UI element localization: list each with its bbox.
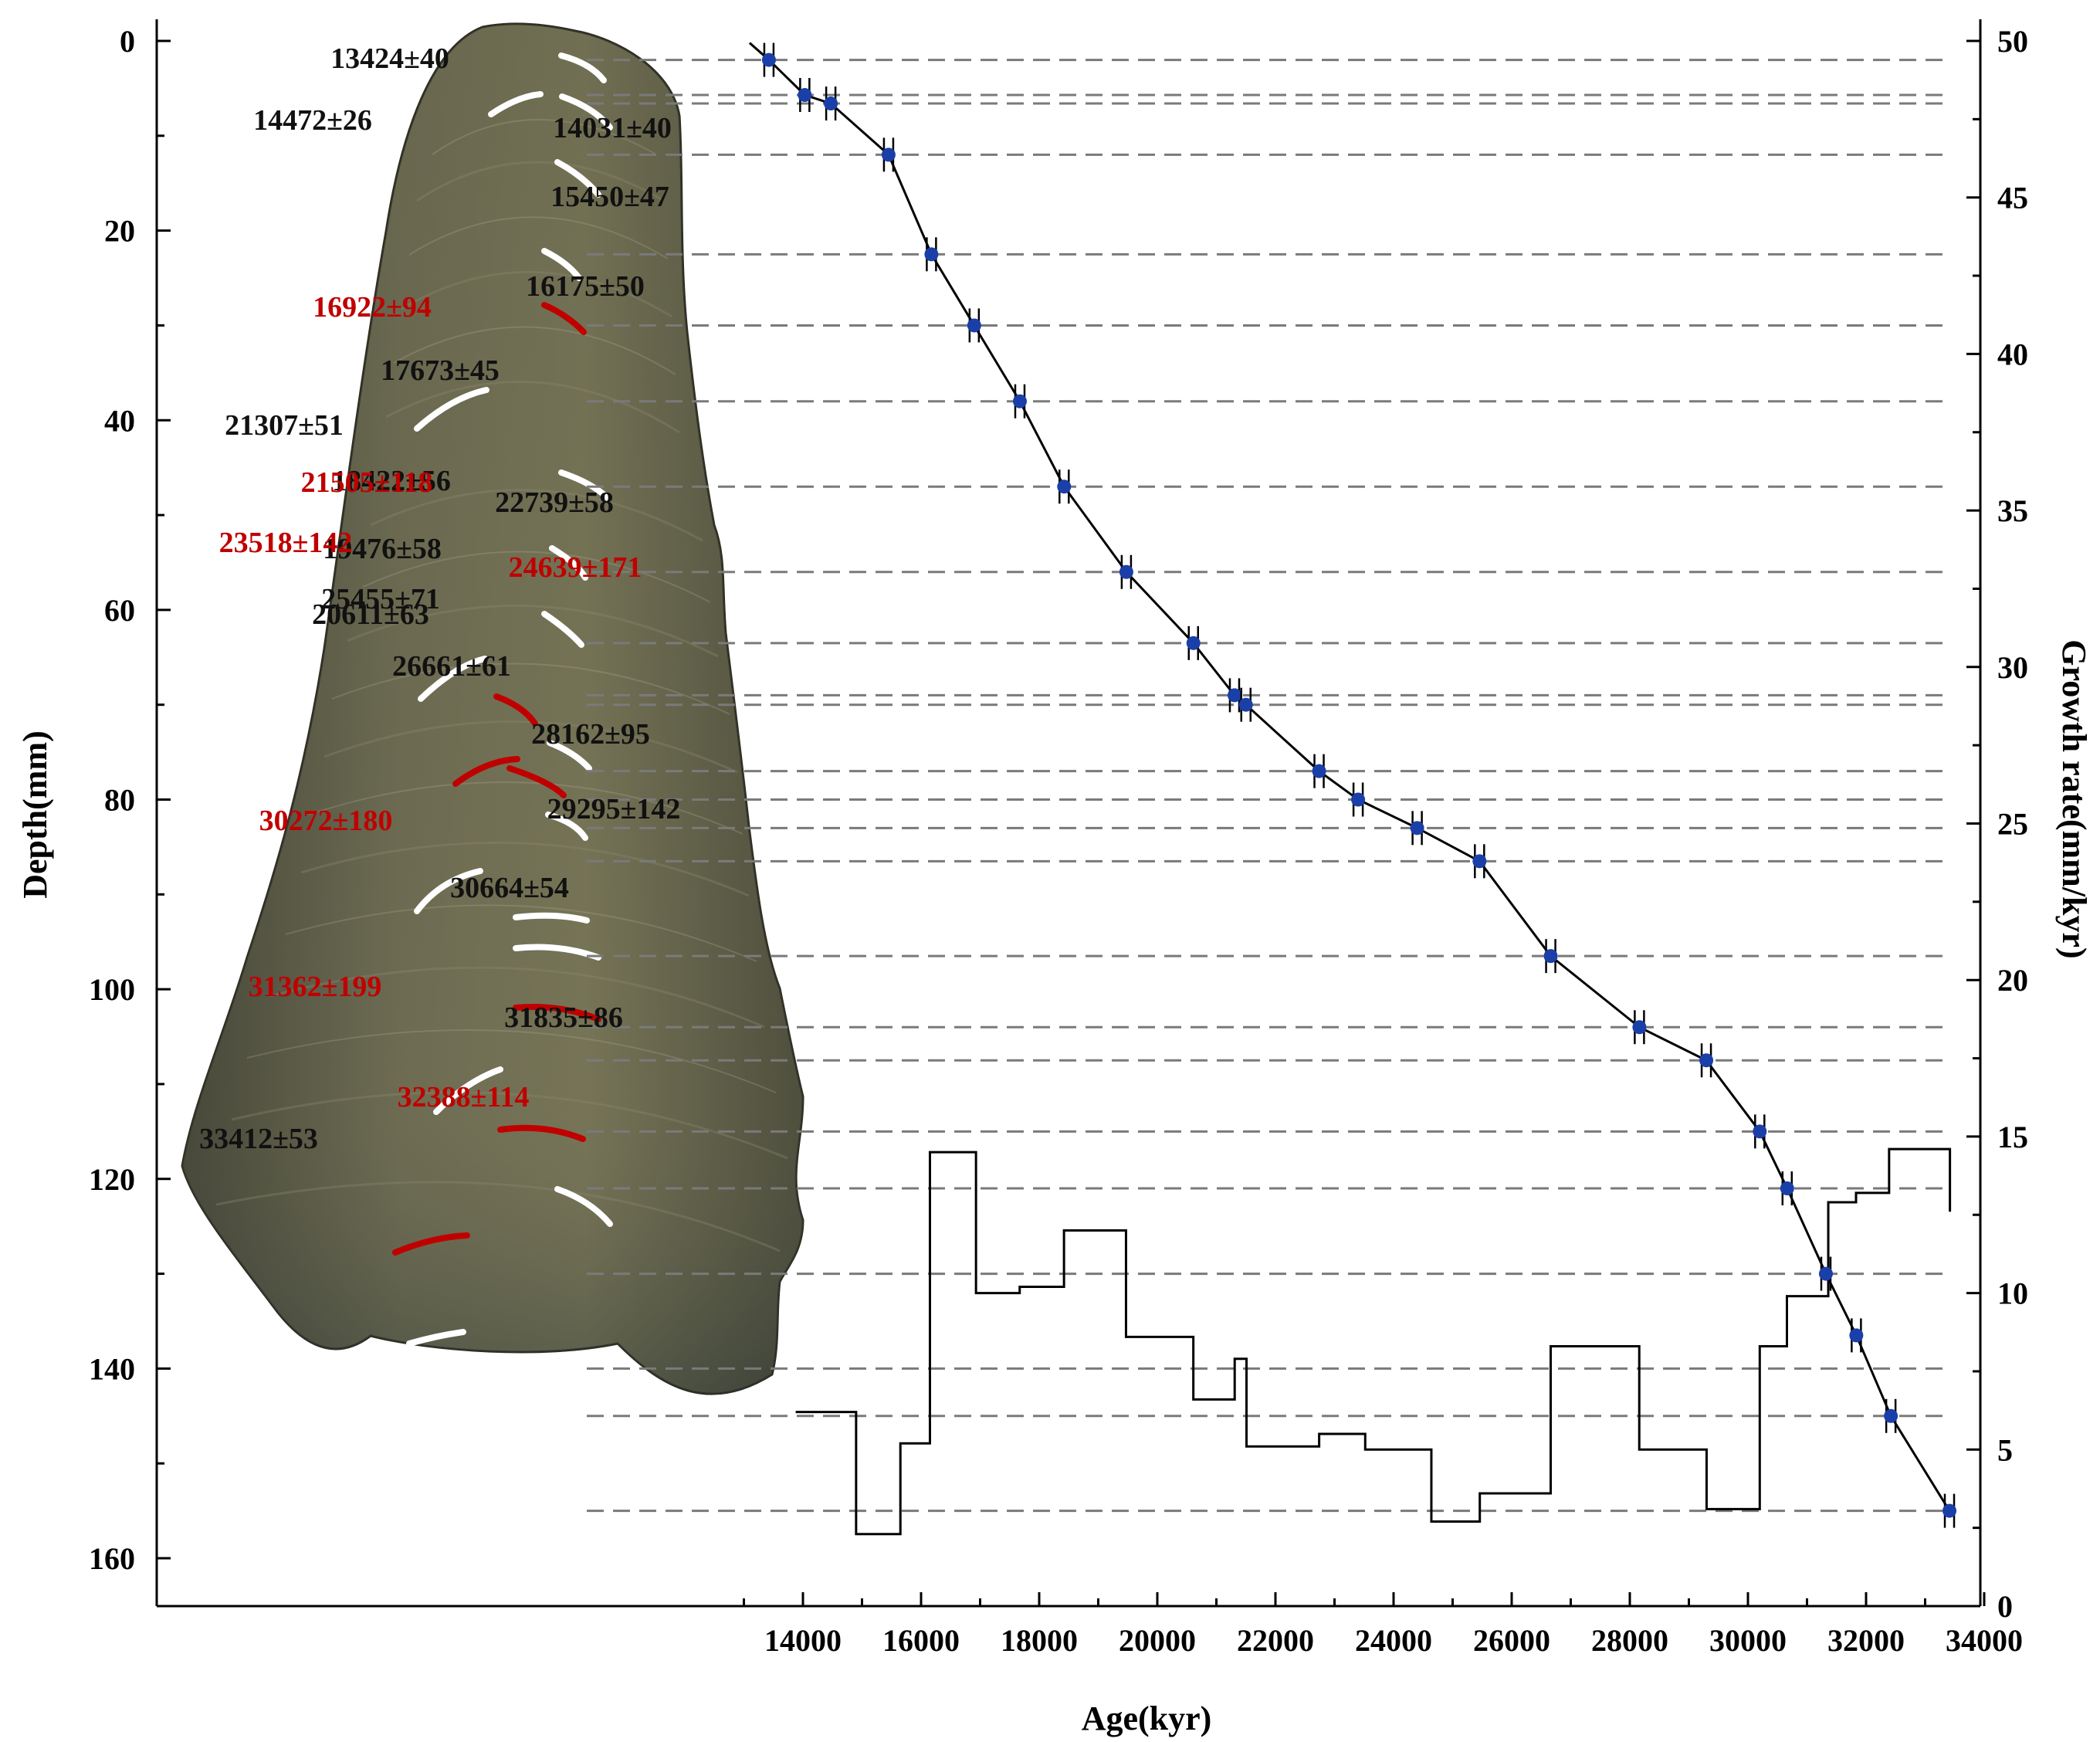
- x-tick-label: 34000: [1946, 1623, 2023, 1658]
- y2-tick-label: 30: [1997, 650, 2028, 685]
- sample-age-label: 30272±180: [259, 805, 393, 837]
- x-tick-label: 32000: [1827, 1623, 1905, 1658]
- sample-age-label: 31362±199: [249, 971, 382, 1003]
- sample-age-label: 30664±54: [450, 872, 569, 904]
- sample-age-label: 17673±45: [381, 354, 500, 387]
- data-point: [1818, 1266, 1833, 1281]
- data-point: [1942, 1503, 1957, 1518]
- sample-age-label: 31835±86: [504, 1001, 623, 1034]
- data-point: [1227, 688, 1241, 703]
- y2-tick-label: 20: [1997, 963, 2028, 998]
- stalagmite-image: [181, 22, 804, 1395]
- x-tick-label: 24000: [1355, 1623, 1432, 1658]
- x-tick-label: 30000: [1709, 1623, 1787, 1658]
- data-point: [1057, 480, 1072, 494]
- sample-age-label: 28162±95: [531, 718, 650, 751]
- sample-age-label: 33412±53: [199, 1123, 318, 1155]
- x-tick-label: 22000: [1237, 1623, 1314, 1658]
- sample-age-label: 21307±51: [225, 409, 344, 442]
- x-tick-label: 14000: [764, 1623, 842, 1658]
- data-point: [1186, 635, 1201, 650]
- sample-age-label: 13424±40: [330, 42, 449, 75]
- x-tick-label: 18000: [1001, 1623, 1078, 1658]
- data-point: [1119, 564, 1133, 579]
- data-point: [1632, 1020, 1647, 1035]
- sample-age-label: 20611±63: [312, 598, 429, 631]
- y2-axis-title: Growth rate(mm/kyr): [2055, 639, 2093, 958]
- sample-age-label: 18422±56: [332, 465, 451, 497]
- data-point: [1238, 697, 1253, 712]
- y-tick-label: 0: [120, 24, 135, 59]
- data-point: [1012, 394, 1027, 408]
- data-point: [1699, 1053, 1714, 1068]
- x-tick-label: 26000: [1473, 1623, 1550, 1658]
- y2-tick-label: 50: [1997, 24, 2028, 59]
- sample-age-label: 32388±114: [398, 1081, 530, 1113]
- data-point: [1884, 1408, 1898, 1423]
- x-tick-label: 16000: [882, 1623, 960, 1658]
- y2-tick-label: 45: [1997, 181, 2028, 215]
- sample-age-label: 15450±47: [550, 181, 669, 213]
- growth-rate-line: [795, 1147, 1952, 1536]
- y-tick-label: 80: [104, 783, 135, 818]
- y-tick-label: 100: [89, 972, 135, 1007]
- data-point: [1753, 1124, 1767, 1139]
- y2-axis-ticks: 0 5 10 15 20 25 30 35 40 45 50: [1966, 24, 2028, 1624]
- y-tick-label: 40: [104, 403, 135, 438]
- data-point: [881, 147, 896, 162]
- y2-tick-label: 35: [1997, 493, 2028, 528]
- sample-age-label: 19476±58: [323, 533, 442, 565]
- y-tick-label: 160: [89, 1541, 135, 1576]
- data-point: [1312, 764, 1326, 778]
- y-tick-label: 20: [104, 214, 135, 249]
- y-tick-label: 140: [89, 1351, 135, 1386]
- sample-age-label: 21505±118: [301, 466, 433, 499]
- sample-age-label: 26661±61: [392, 650, 511, 683]
- data-point: [824, 97, 838, 111]
- data-point: [1780, 1181, 1794, 1196]
- sample-age-label: 22739±58: [495, 486, 614, 519]
- data-point: [1410, 821, 1424, 835]
- sample-age-label: 14031±40: [553, 112, 672, 144]
- y2-tick-label: 15: [1997, 1120, 2028, 1154]
- data-point: [967, 318, 981, 333]
- age-model-points: [761, 42, 1957, 1528]
- y-tick-label: 60: [104, 593, 135, 628]
- x-axis-title: Age(kyr): [1082, 1700, 1212, 1737]
- y2-tick-label: 25: [1997, 807, 2028, 842]
- y2-tick-label: 5: [1997, 1432, 2013, 1467]
- y-tick-label: 120: [89, 1162, 135, 1197]
- data-point: [1543, 949, 1558, 964]
- sample-age-label: 16175±50: [526, 270, 645, 303]
- data-point: [761, 53, 776, 67]
- x-tick-label: 20000: [1119, 1623, 1196, 1658]
- y-axis-title: Depth(mm): [16, 730, 54, 899]
- y-axis-ticks: 0 20 40 60 80 100 120 140 160: [89, 24, 171, 1576]
- sample-age-label: 24639±171: [509, 551, 642, 584]
- sample-age-label: 23518±142: [219, 527, 353, 559]
- sample-labels: 13424±40 14472±26 14031±40 15450±47 16175±50…: [199, 42, 680, 1155]
- sample-age-label: 16922±94: [313, 291, 432, 324]
- sample-age-label: 25455±71: [321, 583, 440, 615]
- sample-age-label: 14472±26: [253, 104, 372, 137]
- y2-tick-label: 0: [1997, 1589, 2013, 1624]
- data-point: [1351, 792, 1366, 807]
- x-axis-ticks: 14000 16000 18000 20000 22000 24000 26000 28000…: [743, 1592, 2023, 1658]
- data-point: [1849, 1328, 1864, 1343]
- x-tick-label: 28000: [1591, 1623, 1668, 1658]
- y2-tick-label: 40: [1997, 337, 2028, 371]
- y2-tick-label: 10: [1997, 1276, 2028, 1311]
- sample-age-label: 29295±142: [547, 793, 681, 825]
- guide-lines: [587, 59, 1949, 1513]
- data-point: [798, 88, 812, 103]
- data-point: [1472, 854, 1487, 869]
- axes: [155, 19, 1982, 1608]
- data-point: [924, 247, 939, 262]
